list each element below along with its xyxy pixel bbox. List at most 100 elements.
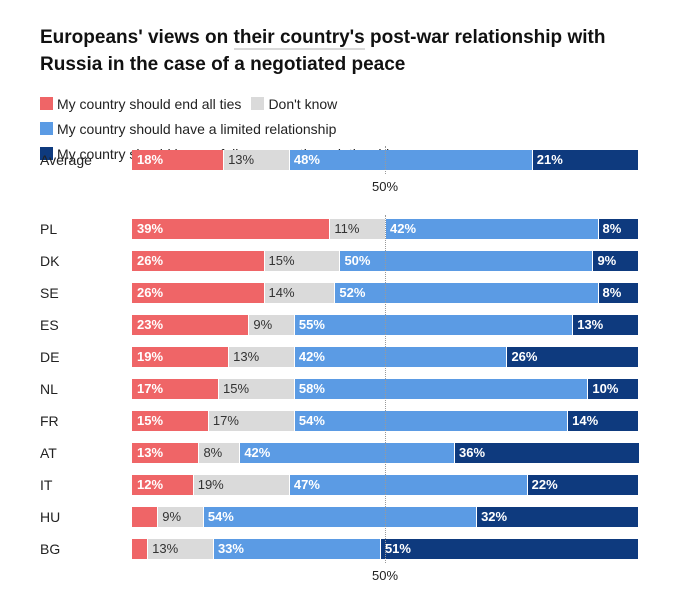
data-label: 33% (217, 541, 244, 556)
bar-segment (132, 411, 209, 431)
row-label: PL (40, 221, 58, 237)
data-label: 58% (298, 381, 325, 396)
data-label: 13% (228, 152, 255, 167)
legend-label: My country should end all ties (57, 96, 242, 112)
stacked-bar: 26% 15% 50% 9% (132, 251, 639, 271)
legend-swatch (251, 97, 265, 110)
data-label: 15% (223, 381, 250, 396)
bar-segment (132, 475, 194, 495)
data-label: 42% (390, 221, 417, 236)
title-part-1: Europeans' views on (40, 27, 234, 48)
bar-segment (567, 411, 639, 431)
legend-item-limited: My country should have a limited relatio… (40, 117, 336, 142)
bar-segment (379, 539, 639, 559)
bar-segment (132, 283, 265, 303)
bar-segment (132, 347, 229, 367)
legend-item-dont-know: Don't know (251, 92, 337, 117)
row-label: IT (40, 477, 53, 493)
stacked-bar: 13% 8% 42% 36% (132, 443, 639, 463)
data-label: 47% (293, 477, 320, 492)
row-label: HU (40, 509, 61, 525)
data-label: 26% (137, 285, 164, 300)
bar-segment (506, 347, 639, 367)
stacked-bar: 13% 33% 51% (132, 539, 639, 559)
data-label: 48% (293, 152, 320, 167)
data-label: 17% (137, 381, 164, 396)
data-label: 42% (244, 445, 271, 460)
bar-segment (329, 219, 386, 239)
data-label: 18% (137, 152, 164, 167)
bar-segment (132, 379, 219, 399)
bar-segment (587, 379, 639, 399)
data-label: 52% (339, 285, 366, 300)
bar-segment (202, 507, 477, 527)
stacked-bar: 39% 11% 42% 8% (132, 219, 639, 239)
bar-segment (198, 443, 240, 463)
data-label: 9% (597, 253, 617, 268)
data-label: 14% (268, 285, 295, 300)
bar-segment (288, 150, 533, 170)
data-label: 13% (577, 317, 604, 332)
stacked-bar: 17% 15% 58% 10% (132, 379, 639, 399)
bar-segment (228, 347, 295, 367)
bar-segment (132, 507, 158, 527)
bar-segment (192, 475, 290, 495)
bar-segment (597, 283, 639, 303)
row-label: FR (40, 413, 59, 429)
stacked-bar: 15% 17% 54% 14% (132, 411, 639, 431)
bar-segment (132, 251, 265, 271)
bar-segment (132, 315, 249, 335)
data-label: 14% (572, 413, 599, 428)
data-label: 23% (137, 317, 164, 332)
bar-segment (132, 443, 199, 463)
bar-segment (207, 411, 295, 431)
bar-segment (132, 219, 330, 239)
row-label: AT (40, 445, 57, 461)
stacked-bar: 19% 13% 42% 26% (132, 347, 639, 367)
chart-title: Europeans' views on their country's post… (40, 24, 650, 78)
row-label: DE (40, 349, 60, 365)
legend-label: My country should have a limited relatio… (57, 121, 337, 137)
bar-segment (572, 315, 639, 335)
row-label: SE (40, 285, 59, 301)
data-label: 19% (197, 477, 224, 492)
data-label: 8% (602, 285, 622, 300)
data-label: 39% (137, 221, 164, 236)
data-label: 12% (137, 477, 164, 492)
legend-swatch (40, 122, 53, 135)
data-label: 55% (298, 317, 325, 332)
bar-segment (293, 315, 573, 335)
bar-segment (263, 283, 335, 303)
midpoint-line (385, 146, 386, 174)
row-label: DK (40, 253, 60, 269)
stacked-bar: 26% 14% 52% 8% (132, 283, 639, 303)
bar-segment (592, 251, 639, 271)
row-label: Average (40, 152, 92, 168)
bar-segment (531, 150, 639, 170)
stacked-bar: 12% 19% 47% 22% (132, 475, 639, 495)
data-label: 10% (592, 381, 619, 396)
data-label: 9% (162, 509, 182, 524)
data-label: 13% (152, 541, 179, 556)
data-label: 54% (207, 509, 234, 524)
bar-segment (476, 507, 639, 527)
data-label: 32% (481, 509, 508, 524)
bar-segment (385, 219, 599, 239)
legend-swatch (40, 97, 53, 110)
data-label: 21% (536, 152, 563, 167)
bar-segment (454, 443, 639, 463)
data-label: 8% (602, 221, 622, 236)
data-label: 36% (459, 445, 486, 460)
bar-segment (147, 539, 214, 559)
stacked-bar: 23% 9% 55% 13% (132, 315, 639, 335)
data-label: 8% (203, 445, 223, 460)
data-label: 54% (298, 413, 325, 428)
row-label: NL (40, 381, 58, 397)
data-label: 9% (253, 317, 273, 332)
data-label: 11% (334, 221, 360, 236)
midpoint-line (385, 215, 386, 563)
bar-segment (212, 539, 381, 559)
title-part-highlight: their country's (233, 27, 365, 50)
row-label: ES (40, 317, 59, 333)
bar-segment (218, 379, 295, 399)
